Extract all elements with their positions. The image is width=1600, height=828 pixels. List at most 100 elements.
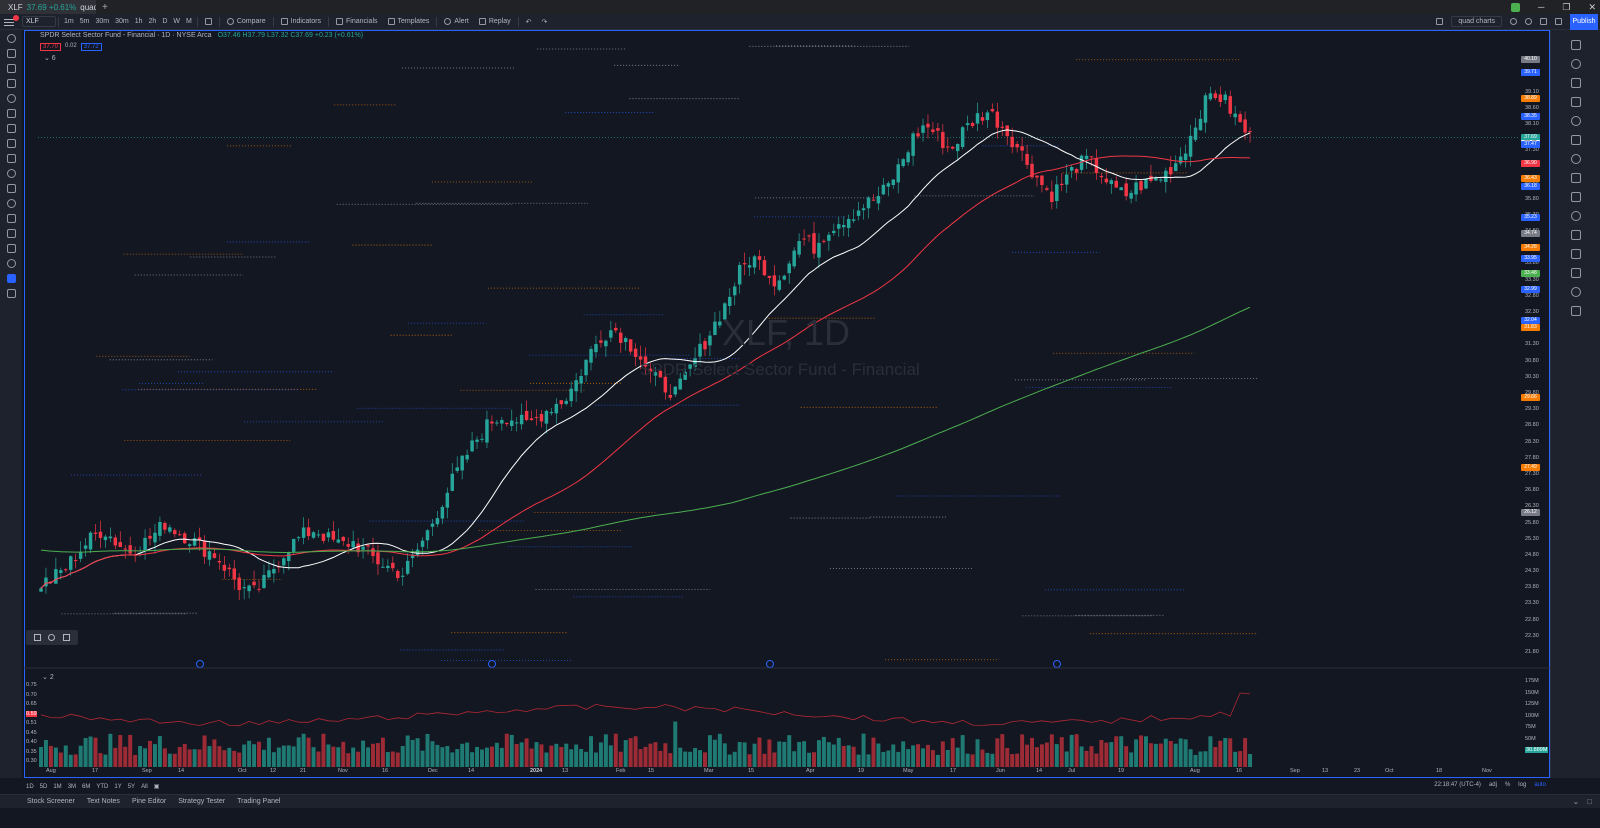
- range-1y[interactable]: 1Y: [114, 783, 122, 790]
- clock-label[interactable]: 22:18:47 (UTC-4): [1434, 782, 1481, 788]
- settings-gear-icon[interactable]: [1525, 18, 1532, 25]
- range-5y[interactable]: 5Y: [127, 783, 136, 790]
- streams-icon[interactable]: [1570, 173, 1581, 183]
- help-icon[interactable]: [1570, 268, 1581, 278]
- main-menu-icon[interactable]: [4, 17, 14, 27]
- quick-search-icon[interactable]: [1510, 18, 1517, 25]
- magnet-icon[interactable]: [6, 214, 16, 223]
- goto-date-icon[interactable]: ▣: [153, 784, 160, 790]
- replay-button[interactable]: Replay: [474, 14, 516, 30]
- crosshair-icon[interactable]: [6, 34, 16, 43]
- alert-button[interactable]: Alert: [439, 14, 473, 30]
- range-5d[interactable]: 5D: [39, 783, 48, 790]
- object-tree-icon[interactable]: [6, 274, 16, 283]
- publish-button[interactable]: Publish: [1570, 13, 1598, 30]
- earnings-event-icon[interactable]: [488, 660, 496, 668]
- percent-toggle[interactable]: %: [1504, 782, 1511, 788]
- log-toggle[interactable]: log: [1518, 782, 1527, 788]
- adj-toggle[interactable]: adj: [1488, 782, 1497, 788]
- notifications-icon[interactable]: [1570, 211, 1581, 221]
- range-ytd[interactable]: YTD: [96, 783, 109, 790]
- range-3m[interactable]: 3M: [67, 783, 77, 790]
- interval-8[interactable]: M: [185, 18, 192, 25]
- interval-3[interactable]: 30m: [115, 18, 129, 25]
- symbol-search-input[interactable]: XLF: [22, 16, 56, 27]
- long-position-icon[interactable]: [6, 139, 16, 148]
- maximize-panel-icon[interactable]: □: [1587, 797, 1592, 806]
- fullscreen-icon[interactable]: [1540, 18, 1547, 25]
- interval-7[interactable]: W: [173, 18, 180, 25]
- series-title[interactable]: SPDR Select Sector Fund - Financial · 1D…: [40, 32, 212, 39]
- trash-icon[interactable]: [6, 289, 16, 298]
- undo-button[interactable]: ↶: [521, 14, 537, 30]
- lock-drawings-icon[interactable]: [6, 229, 16, 238]
- auto-scale-toggle[interactable]: auto: [1534, 782, 1546, 788]
- chart-pane[interactable]: [24, 30, 1550, 778]
- compare-button[interactable]: Compare: [222, 14, 271, 30]
- interval-0[interactable]: 1m: [64, 18, 74, 25]
- indicators-button[interactable]: Indicators: [276, 14, 326, 30]
- new-tab-button[interactable]: +: [102, 1, 108, 13]
- layout-grid-icon[interactable]: [1436, 18, 1444, 25]
- earnings-event-icon[interactable]: [1053, 660, 1061, 668]
- shapes-icon[interactable]: [48, 634, 56, 641]
- bottom-tab-2[interactable]: Pine Editor: [131, 798, 167, 805]
- trend-analysis-icon[interactable]: [1570, 306, 1581, 316]
- earnings-event-icon[interactable]: [196, 660, 204, 668]
- bottom-tab-3[interactable]: Strategy Tester: [178, 798, 226, 805]
- order-panel-icon[interactable]: [1570, 230, 1581, 240]
- ideas-bulb-icon[interactable]: [1570, 154, 1581, 164]
- range-all[interactable]: All: [141, 783, 148, 790]
- range-6m[interactable]: 6M: [82, 783, 91, 790]
- window-restore-button[interactable]: ❐: [1562, 1, 1571, 12]
- chats-icon[interactable]: [1570, 192, 1581, 202]
- range-1d[interactable]: 1D: [26, 783, 34, 790]
- collapse-panel-icon[interactable]: ⌄: [1572, 797, 1580, 806]
- hide-drawings-icon[interactable]: [6, 259, 16, 268]
- interval-2[interactable]: 30m: [95, 18, 110, 25]
- watchlist-icon[interactable]: [1570, 40, 1581, 50]
- zoom-in-icon[interactable]: [6, 199, 16, 208]
- sell-price-button[interactable]: 37.70: [40, 43, 62, 51]
- financials-button[interactable]: Financials: [331, 14, 383, 30]
- pulse-icon[interactable]: [1570, 287, 1581, 297]
- volume-legend[interactable]: ⌄ 2: [42, 673, 54, 681]
- text-tool-icon[interactable]: [6, 109, 16, 118]
- rectangle-icon[interactable]: [63, 634, 71, 641]
- lock-icon[interactable]: [6, 244, 16, 253]
- bottom-tab-4[interactable]: Trading Panel: [237, 798, 281, 805]
- fib-retracement-icon[interactable]: [6, 64, 16, 73]
- ruler-icon[interactable]: [6, 184, 16, 193]
- lines-icon[interactable]: [33, 634, 41, 641]
- eye-icon[interactable]: [6, 169, 16, 178]
- time-axis[interactable]: Aug 17 Sep 14 Oct 12 21 Nov 16 Dec 14 2024 13 Feb 15 Ma…: [24, 768, 1550, 777]
- interval-6[interactable]: D: [162, 18, 168, 25]
- bottom-tab-0[interactable]: Stock Screener: [27, 798, 75, 805]
- layout-name-button[interactable]: quad charts: [1451, 16, 1502, 27]
- camera-snapshot-icon[interactable]: [1555, 18, 1562, 25]
- brush-icon[interactable]: [6, 94, 16, 103]
- news-icon[interactable]: [1570, 135, 1581, 145]
- indicators-collapse-toggle[interactable]: ⌄ 6: [44, 55, 56, 62]
- calendar-icon[interactable]: [1570, 116, 1581, 126]
- forecast-icon[interactable]: [6, 154, 16, 163]
- interval-1[interactable]: 5m: [79, 18, 90, 25]
- redo-button[interactable]: ↷: [536, 14, 552, 30]
- pattern-icon[interactable]: [6, 79, 16, 88]
- xabcd-pattern-icon[interactable]: [6, 124, 16, 133]
- range-1m[interactable]: 1M: [53, 783, 62, 790]
- browser-tab[interactable]: XLF 37.69 +0.61% quad ch ×: [0, 0, 96, 14]
- trend-line-icon[interactable]: [6, 49, 16, 58]
- interval-4[interactable]: 1h: [134, 18, 143, 25]
- interval-5[interactable]: 2h: [148, 18, 157, 25]
- earnings-event-icon[interactable]: [766, 660, 774, 668]
- window-minimize-button[interactable]: ─: [1537, 2, 1545, 12]
- hotlist-icon[interactable]: [1570, 97, 1581, 107]
- buy-price-button[interactable]: 37.72: [80, 43, 102, 51]
- chart-type-button[interactable]: [200, 14, 217, 30]
- dom-icon[interactable]: [1570, 249, 1581, 259]
- alerts-clock-icon[interactable]: [1570, 59, 1581, 69]
- window-close-button[interactable]: ✕: [1588, 1, 1596, 12]
- templates-button[interactable]: Templates: [383, 14, 435, 30]
- bottom-tab-1[interactable]: Text Notes: [86, 798, 120, 805]
